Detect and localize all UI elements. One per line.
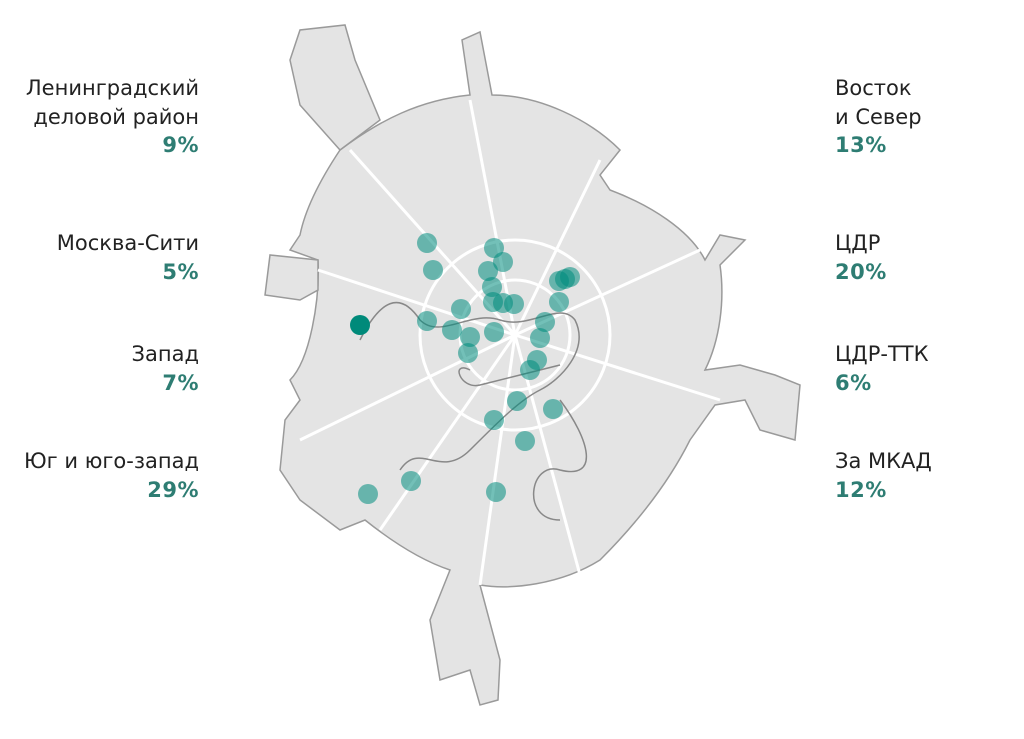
region-name: Запад bbox=[131, 342, 199, 366]
marker bbox=[478, 261, 498, 281]
marker bbox=[358, 484, 378, 504]
marker bbox=[549, 292, 569, 312]
marker bbox=[530, 328, 550, 348]
region-name: Восток bbox=[835, 76, 912, 100]
region-label: Москва-Сити 5% bbox=[57, 229, 199, 286]
region-share: 5% bbox=[162, 259, 199, 284]
region-share: 29% bbox=[147, 477, 199, 502]
marker bbox=[451, 299, 471, 319]
region-label: Ленинградский деловой район 9% bbox=[26, 74, 199, 160]
region-share: 7% bbox=[162, 370, 199, 395]
region-label: За МКАД 12% bbox=[835, 447, 932, 504]
marker bbox=[423, 260, 443, 280]
region-name: Ленинградский bbox=[25, 76, 199, 100]
city-outline-nw bbox=[289, 24, 381, 152]
marker bbox=[350, 315, 370, 335]
region-share: 12% bbox=[835, 477, 887, 502]
marker bbox=[482, 277, 502, 297]
region-label: Восток и Север 13% bbox=[835, 74, 922, 160]
marker bbox=[417, 233, 437, 253]
region-label: Запад 7% bbox=[132, 340, 199, 397]
marker bbox=[535, 312, 555, 332]
region-name: ЦДР bbox=[835, 231, 881, 255]
region-share: 20% bbox=[835, 259, 887, 284]
region-share: 6% bbox=[835, 370, 872, 395]
marker bbox=[515, 431, 535, 451]
region-name: Москва-Сити bbox=[56, 231, 199, 255]
region-label: ЦДР-ТТК 6% bbox=[835, 340, 929, 397]
region-name: деловой район bbox=[33, 104, 199, 129]
marker bbox=[504, 294, 524, 314]
river-line bbox=[458, 364, 561, 387]
marker bbox=[543, 399, 563, 419]
marker bbox=[486, 482, 506, 502]
marker bbox=[560, 267, 580, 287]
marker bbox=[507, 391, 527, 411]
marker bbox=[484, 322, 504, 342]
region-label: Юг и юго-запад 29% bbox=[24, 447, 199, 504]
region-share: 9% bbox=[162, 133, 199, 157]
city-outline-w bbox=[264, 254, 319, 301]
region-name: и Север bbox=[835, 104, 922, 129]
marker bbox=[417, 311, 437, 331]
marker bbox=[493, 252, 513, 272]
markers bbox=[350, 233, 580, 504]
marker bbox=[458, 343, 478, 363]
ring-road bbox=[418, 238, 612, 432]
marker bbox=[520, 360, 540, 380]
marker bbox=[442, 320, 462, 340]
marker bbox=[460, 327, 480, 347]
road bbox=[299, 99, 721, 586]
region-name: ЦДР-ТТК bbox=[835, 342, 929, 366]
region-name: За МКАД bbox=[835, 449, 932, 473]
region-share: 13% bbox=[835, 133, 887, 157]
marker bbox=[401, 471, 421, 491]
region-name: Юг и юго-запад bbox=[24, 449, 199, 473]
marker bbox=[484, 410, 504, 430]
region-label: ЦДР 20% bbox=[835, 229, 887, 286]
